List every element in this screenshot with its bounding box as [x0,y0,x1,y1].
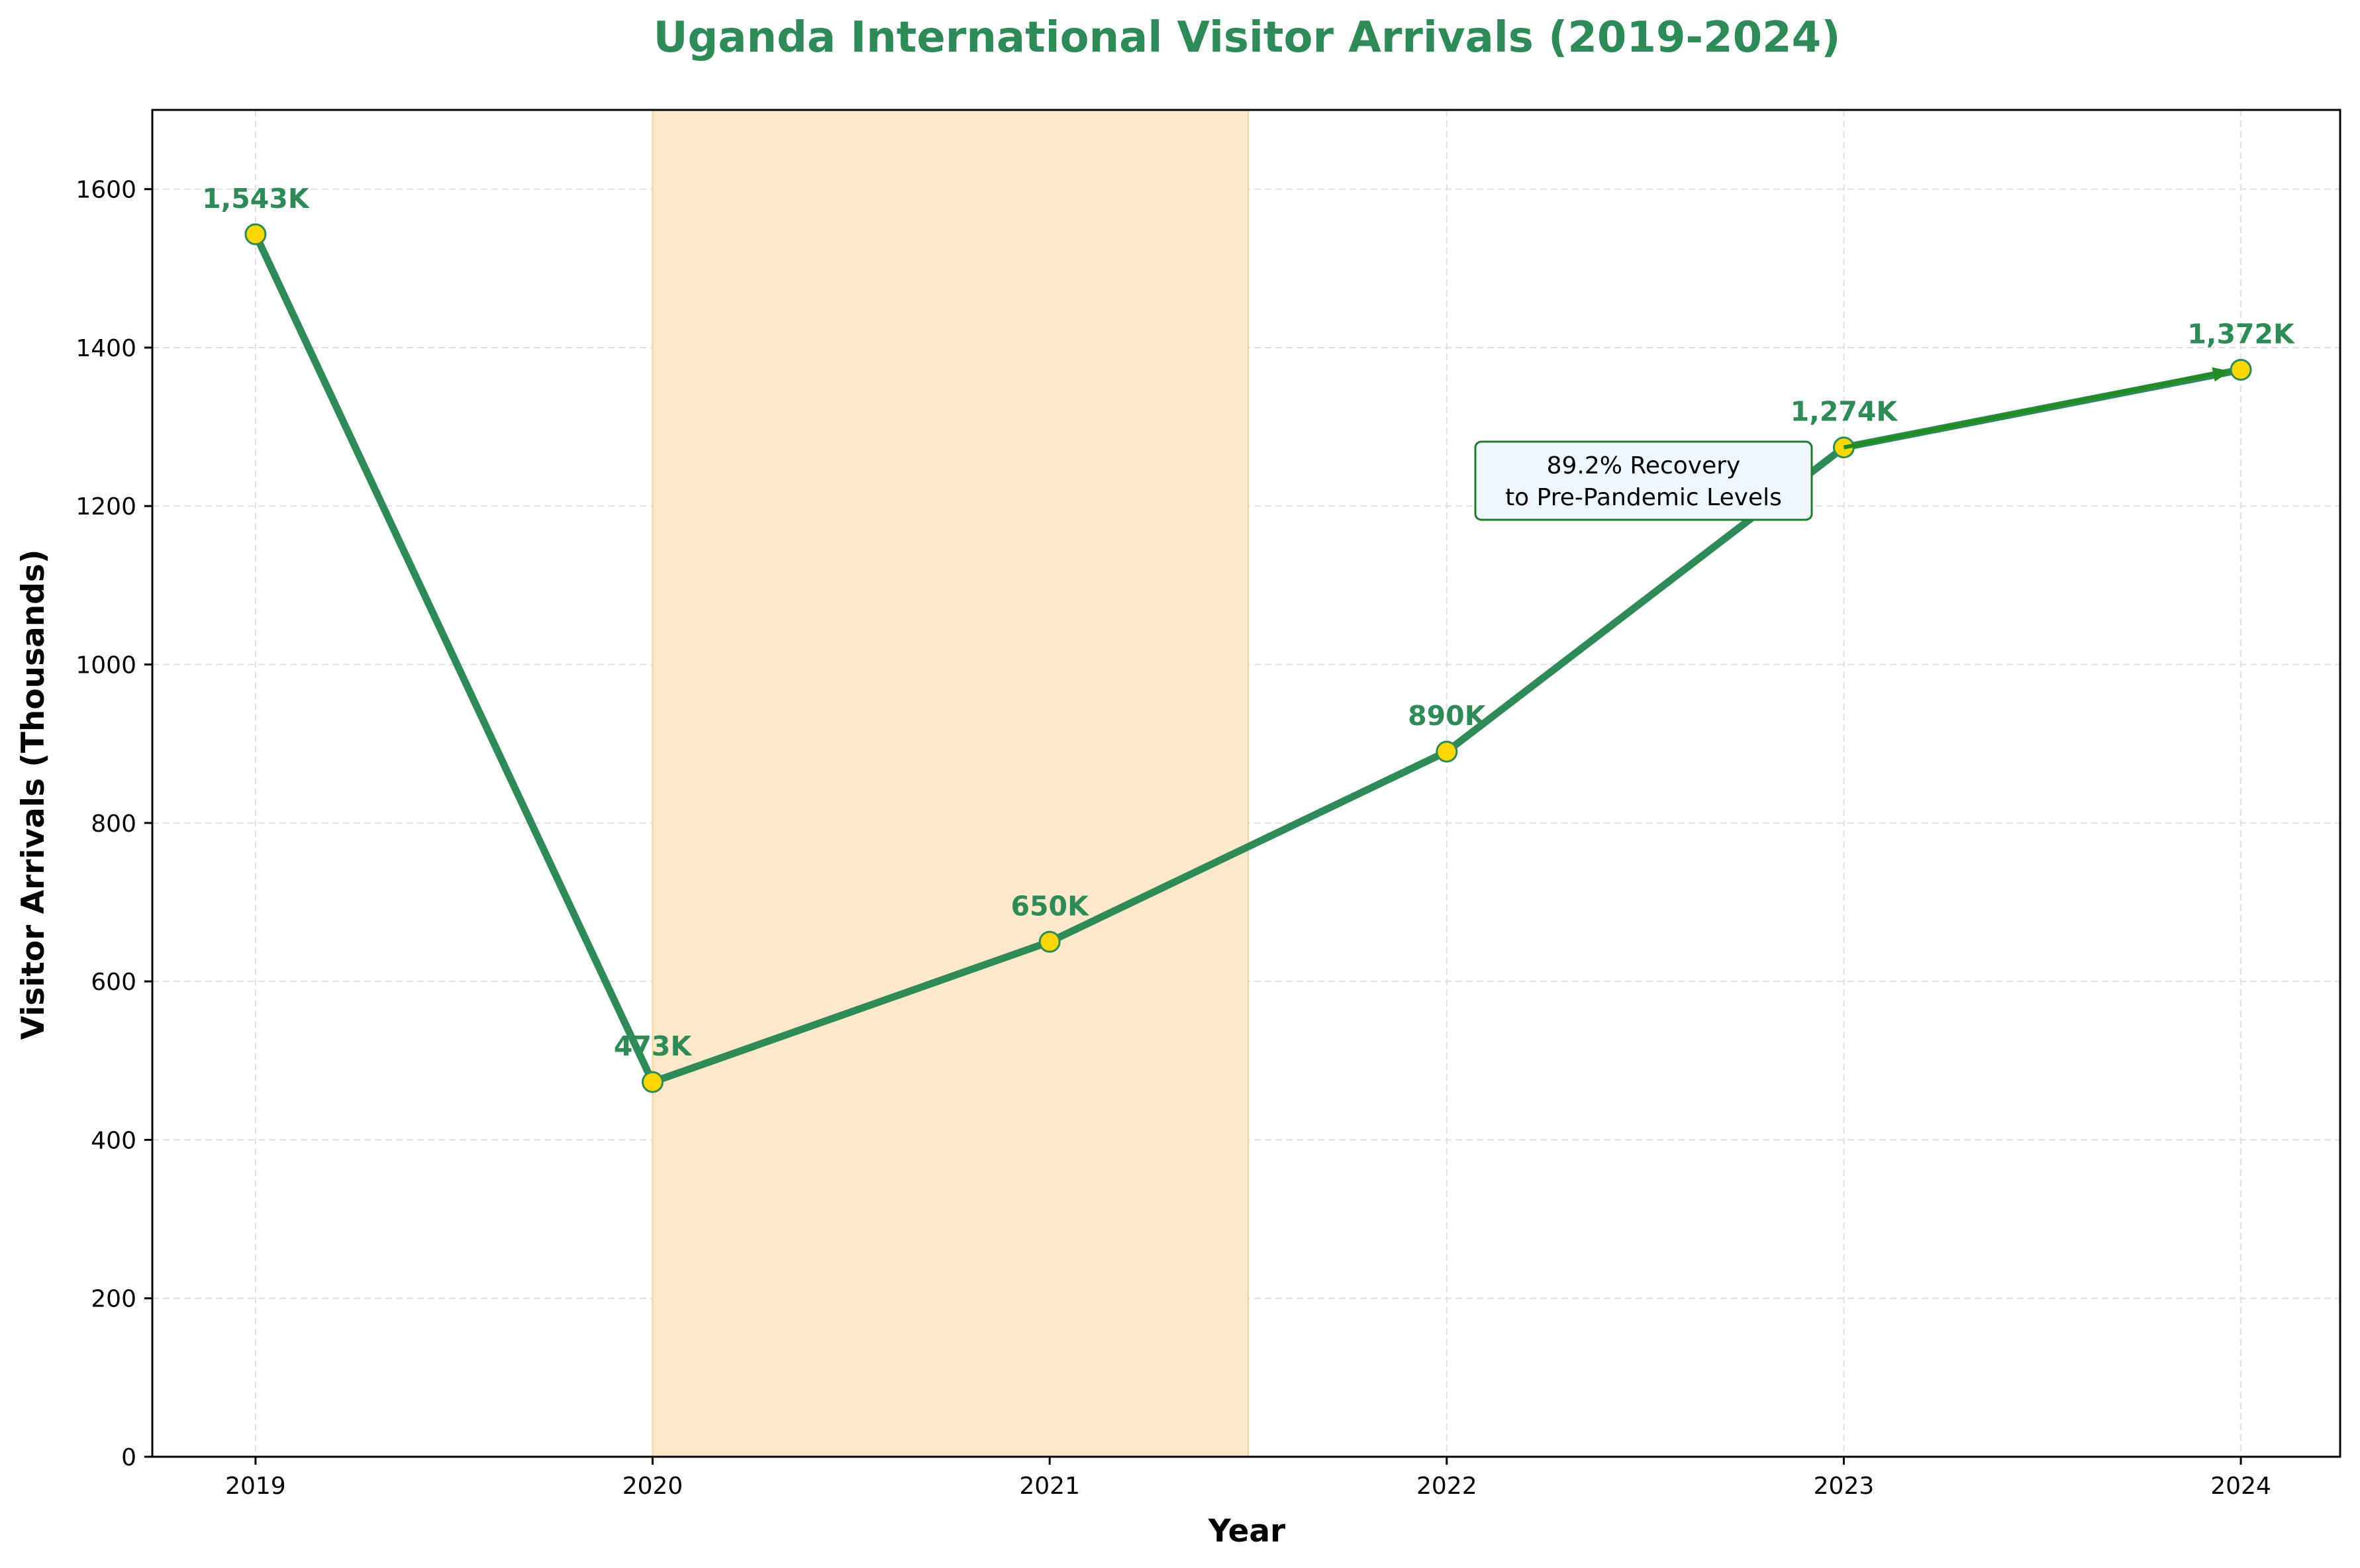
x-tick-label: 2023 [1814,1473,1875,1500]
data-label: 473K [614,1030,693,1062]
chart-title: Uganda International Visitor Arrivals (2… [654,13,1841,62]
data-point [2230,358,2252,381]
y-tick-label: 800 [91,810,136,838]
annotation-line-1: 89.2% Recovery [1547,452,1741,479]
recovery-annotation: 89.2% Recovery to Pre-Pandemic Levels [1474,367,2231,521]
y-tick-label: 1600 [75,177,136,204]
data-label: 650K [1011,890,1091,922]
x-tick-label: 2020 [622,1473,683,1500]
x-tick-label: 2024 [2210,1473,2271,1500]
y-tick-label: 200 [91,1286,136,1313]
data-label: 1,274K [1791,396,1899,428]
annotation-arrow-head [2212,367,2231,382]
axes: 0 200 400 600 800 1000 1200 1400 1600 2019 2020 202… [75,109,2341,1500]
data-label: 1,372K [2187,318,2296,350]
x-tick-label: 2019 [225,1473,286,1500]
annotation-arrow-shaft [1843,370,2222,450]
data-label: 890K [1408,700,1487,732]
shaded-region [652,109,1249,1457]
y-tick-label: 600 [91,969,136,996]
data-point [244,223,267,246]
data-point [1436,740,1458,763]
data-markers [244,223,2252,1093]
data-point [1038,930,1061,953]
annotation-line-2: to Pre-Pandemic Levels [1505,484,1782,511]
y-tick-label: 400 [91,1127,136,1154]
y-tick-label: 1000 [75,652,136,679]
axes-frame [151,109,2341,1458]
data-label: 1,543K [202,183,311,215]
x-tick-label: 2021 [1019,1473,1080,1500]
x-axis-label: Year [1208,1513,1286,1549]
y-tick-label: 0 [121,1444,136,1471]
pandemic-shaded-region [652,109,1249,1457]
data-point [642,1071,664,1093]
y-tick-label: 1200 [75,493,136,520]
x-tick-label: 2022 [1416,1473,1477,1500]
y-tick-label: 1400 [75,335,136,362]
annotation-box [1474,440,1813,521]
y-axis-label: Visitor Arrivals (Thousands) [15,550,52,1040]
data-labels: 1,543K 473K 650K 890K 1,274K 1,372K [202,183,2296,1062]
